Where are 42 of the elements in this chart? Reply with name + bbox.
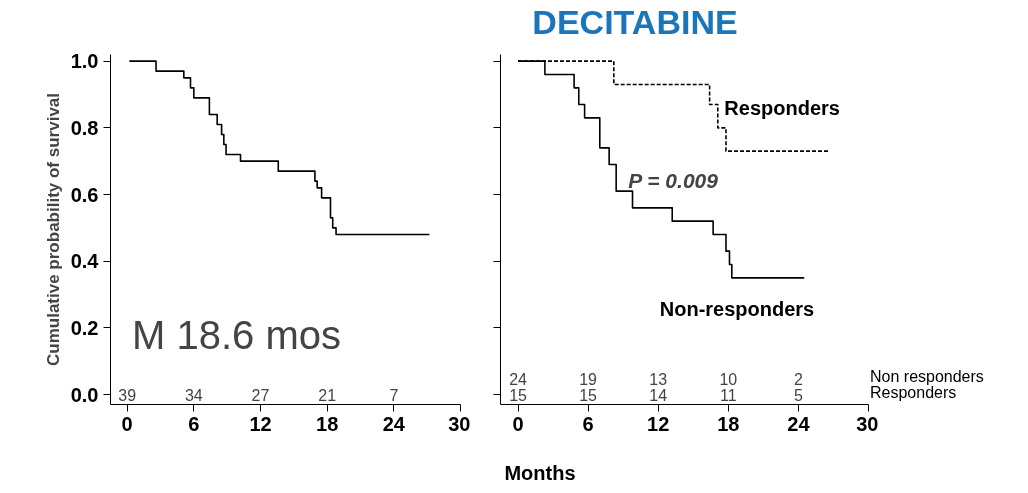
annotation: 7 (389, 386, 399, 404)
y-tick-label: 0.0 (70, 383, 99, 406)
x-tick-label: 6 (582, 412, 594, 435)
x-axis-title: Months (504, 461, 576, 486)
y-tick-label: 1.0 (70, 50, 99, 73)
annotation: 21 (318, 386, 337, 404)
annotation: 14 (649, 386, 668, 404)
annotation: 27 (251, 386, 270, 404)
x-tick-label: 18 (717, 412, 740, 435)
series-label: Responders (724, 97, 840, 120)
annotation: 11 (720, 386, 737, 404)
x-tick-label: 18 (316, 412, 339, 435)
annotation: 15 (579, 386, 598, 404)
series-label: Non-responders (659, 297, 815, 320)
annotation: 19 (579, 370, 598, 388)
y-axis-title: Cumulative probability of survival (43, 92, 63, 366)
text: Responders (870, 384, 957, 401)
annotation: M 18.6 mos (132, 312, 341, 357)
x-tick-label: 24 (382, 412, 406, 435)
x-tick-label: 30 (448, 412, 471, 435)
y-tick-label: 0.8 (70, 116, 99, 139)
annotation: 15 (509, 386, 528, 404)
x-tick-label: 0 (512, 412, 524, 435)
annotation: 2 (793, 370, 803, 388)
text: Non responders (870, 368, 984, 385)
x-tick-label: 12 (249, 412, 272, 435)
x-tick-label: 24 (787, 412, 811, 435)
annotation: P = 0.009 (628, 169, 719, 192)
annotation: 39 (118, 386, 137, 404)
annotation: 5 (793, 386, 803, 404)
annotation: 13 (649, 370, 668, 388)
annotation: 10 (719, 370, 738, 388)
chart-title: DECITABINE (532, 3, 738, 41)
x-tick-label: 0 (121, 412, 133, 435)
x-tick-label: 30 (856, 412, 879, 435)
annotation: 24 (509, 370, 528, 388)
y-tick-label: 0.2 (70, 316, 99, 339)
x-tick-label: 12 (647, 412, 670, 435)
y-tick-label: 0.4 (70, 250, 100, 273)
x-tick-label: 6 (188, 412, 200, 435)
y-tick-label: 0.6 (70, 183, 99, 206)
annotation: 34 (184, 386, 203, 404)
